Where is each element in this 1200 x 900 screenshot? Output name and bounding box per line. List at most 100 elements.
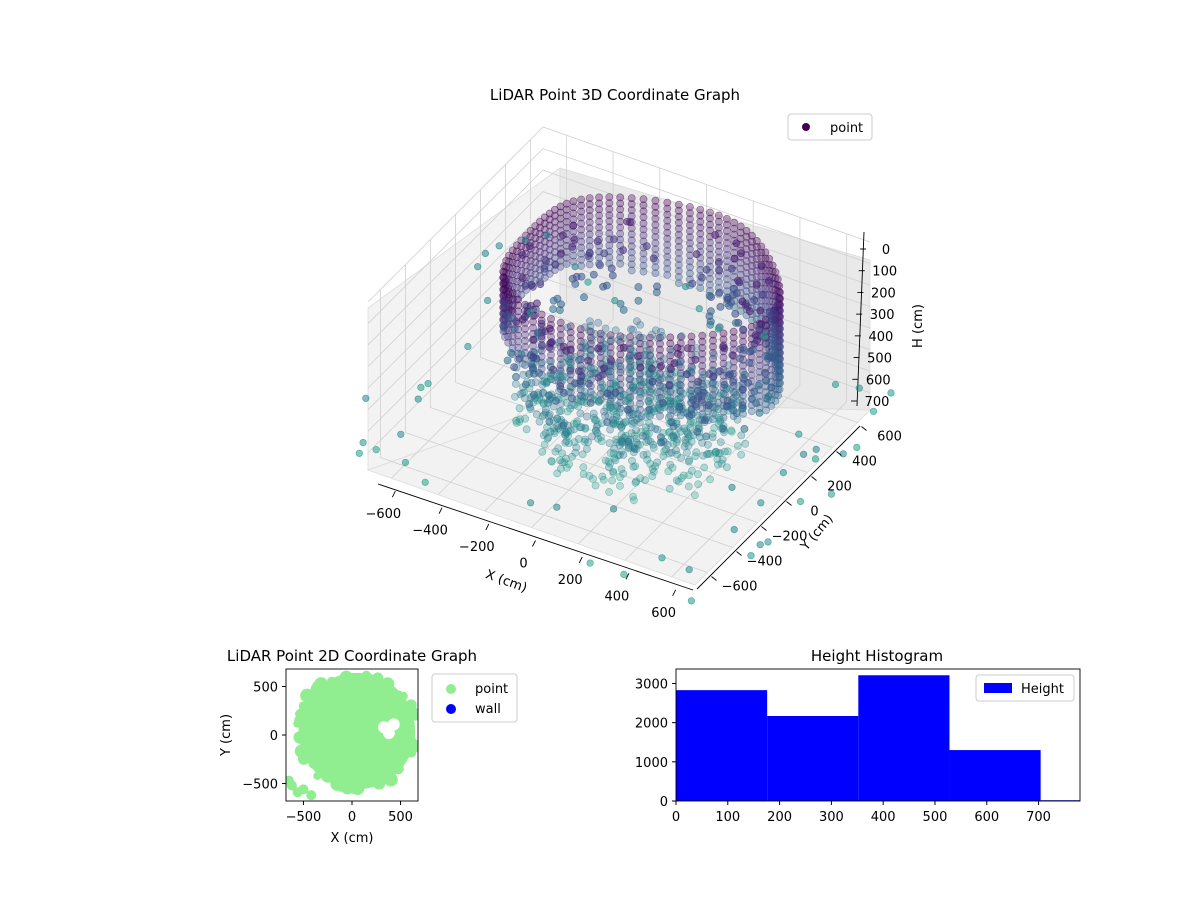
point-3d [685,566,693,574]
point-3d [762,340,770,348]
point-2d [335,781,347,792]
point-3d [510,324,519,333]
point-3d [569,197,578,206]
point-3d [603,418,612,427]
point-2d [320,769,335,783]
point-3d [686,239,694,248]
point-3d [799,450,808,458]
point-3d [585,194,594,202]
point-3d [617,447,626,455]
point-3d [708,433,717,442]
point-3d [583,412,591,421]
point-3d [745,358,754,367]
y-tick-3d [736,551,742,556]
x-tick-label-histogram: 600 [974,810,999,825]
point-3d [663,252,672,261]
legend-2d-point-label: point [475,682,508,697]
point-3d [608,271,617,280]
point-3d [531,258,540,267]
point-3d [620,570,628,579]
point-3d [657,362,665,370]
point-3d [767,383,776,392]
point-3d [795,430,803,438]
point-3d [752,236,761,245]
point-3d [627,248,636,257]
point-3d [665,484,674,493]
y-tick-label-histogram: 1000 [635,756,668,771]
point-3d [706,226,714,235]
grid-h [367,126,871,303]
point-3d [521,324,529,333]
point-3d [522,425,531,434]
point-3d [691,355,700,364]
point-3d [586,322,595,330]
point-3d [576,325,585,334]
point-2d [286,775,294,786]
point-3d [686,227,694,236]
point-3d [641,340,649,349]
point-3d [762,377,771,385]
point-3d [591,330,600,338]
point-3d [537,358,546,367]
point-3d [503,356,512,365]
point-3d [511,392,519,401]
point-3d [674,224,683,233]
point-3d [605,253,614,262]
point-3d [585,206,594,215]
point-3d [651,269,660,277]
point-3d [556,318,565,327]
point-3d [725,301,733,310]
point-3d [698,438,707,447]
point-3d [723,275,731,284]
point-3d [508,289,517,298]
x-tick-label-3d: 0 [519,557,527,572]
point-3d [559,342,568,351]
point-3d [504,332,513,341]
point-3d [642,242,651,250]
x-tick-label-histogram: 0 [672,810,680,825]
point-3d [616,205,625,214]
point-3d [598,380,607,389]
point-3d [719,424,727,433]
point-3d [596,329,605,338]
point-3d [581,342,590,351]
point-3d [685,412,694,420]
point-3d [686,209,694,217]
point-3d [559,372,567,381]
point-3d [663,258,672,267]
point-3d [596,261,604,270]
point-3d [530,390,538,399]
x-tick-label-3d: 400 [605,589,630,604]
point-3d [744,378,752,387]
point-2d [298,784,309,795]
point-2d [308,756,321,770]
point-3d [585,471,594,480]
point-3d [737,431,746,440]
point-2d [392,690,405,704]
point-3d [536,217,544,226]
point-3d [538,447,547,456]
point-3d [605,199,614,207]
z-tick-labels-3d: 0 100 200 300 400 500 600 700 [851,243,897,410]
point-2d [374,677,383,686]
point-3d [656,345,664,354]
point-3d [595,253,603,262]
grid-floor-y [430,407,758,523]
point-3d [595,211,603,220]
point-3d [545,410,554,418]
point-3d [615,417,624,426]
point-2d [392,763,404,775]
point-3d [627,325,635,334]
point-3d [716,389,725,398]
point-3d [672,446,680,455]
point-3d [529,282,537,291]
point-3d [698,361,707,370]
point-3d [503,311,512,320]
point-3d [730,224,738,233]
point-3d [674,230,683,239]
point-3d [484,296,492,305]
point-3d [536,280,545,288]
point-3d [663,228,672,237]
point-3d [761,248,770,257]
